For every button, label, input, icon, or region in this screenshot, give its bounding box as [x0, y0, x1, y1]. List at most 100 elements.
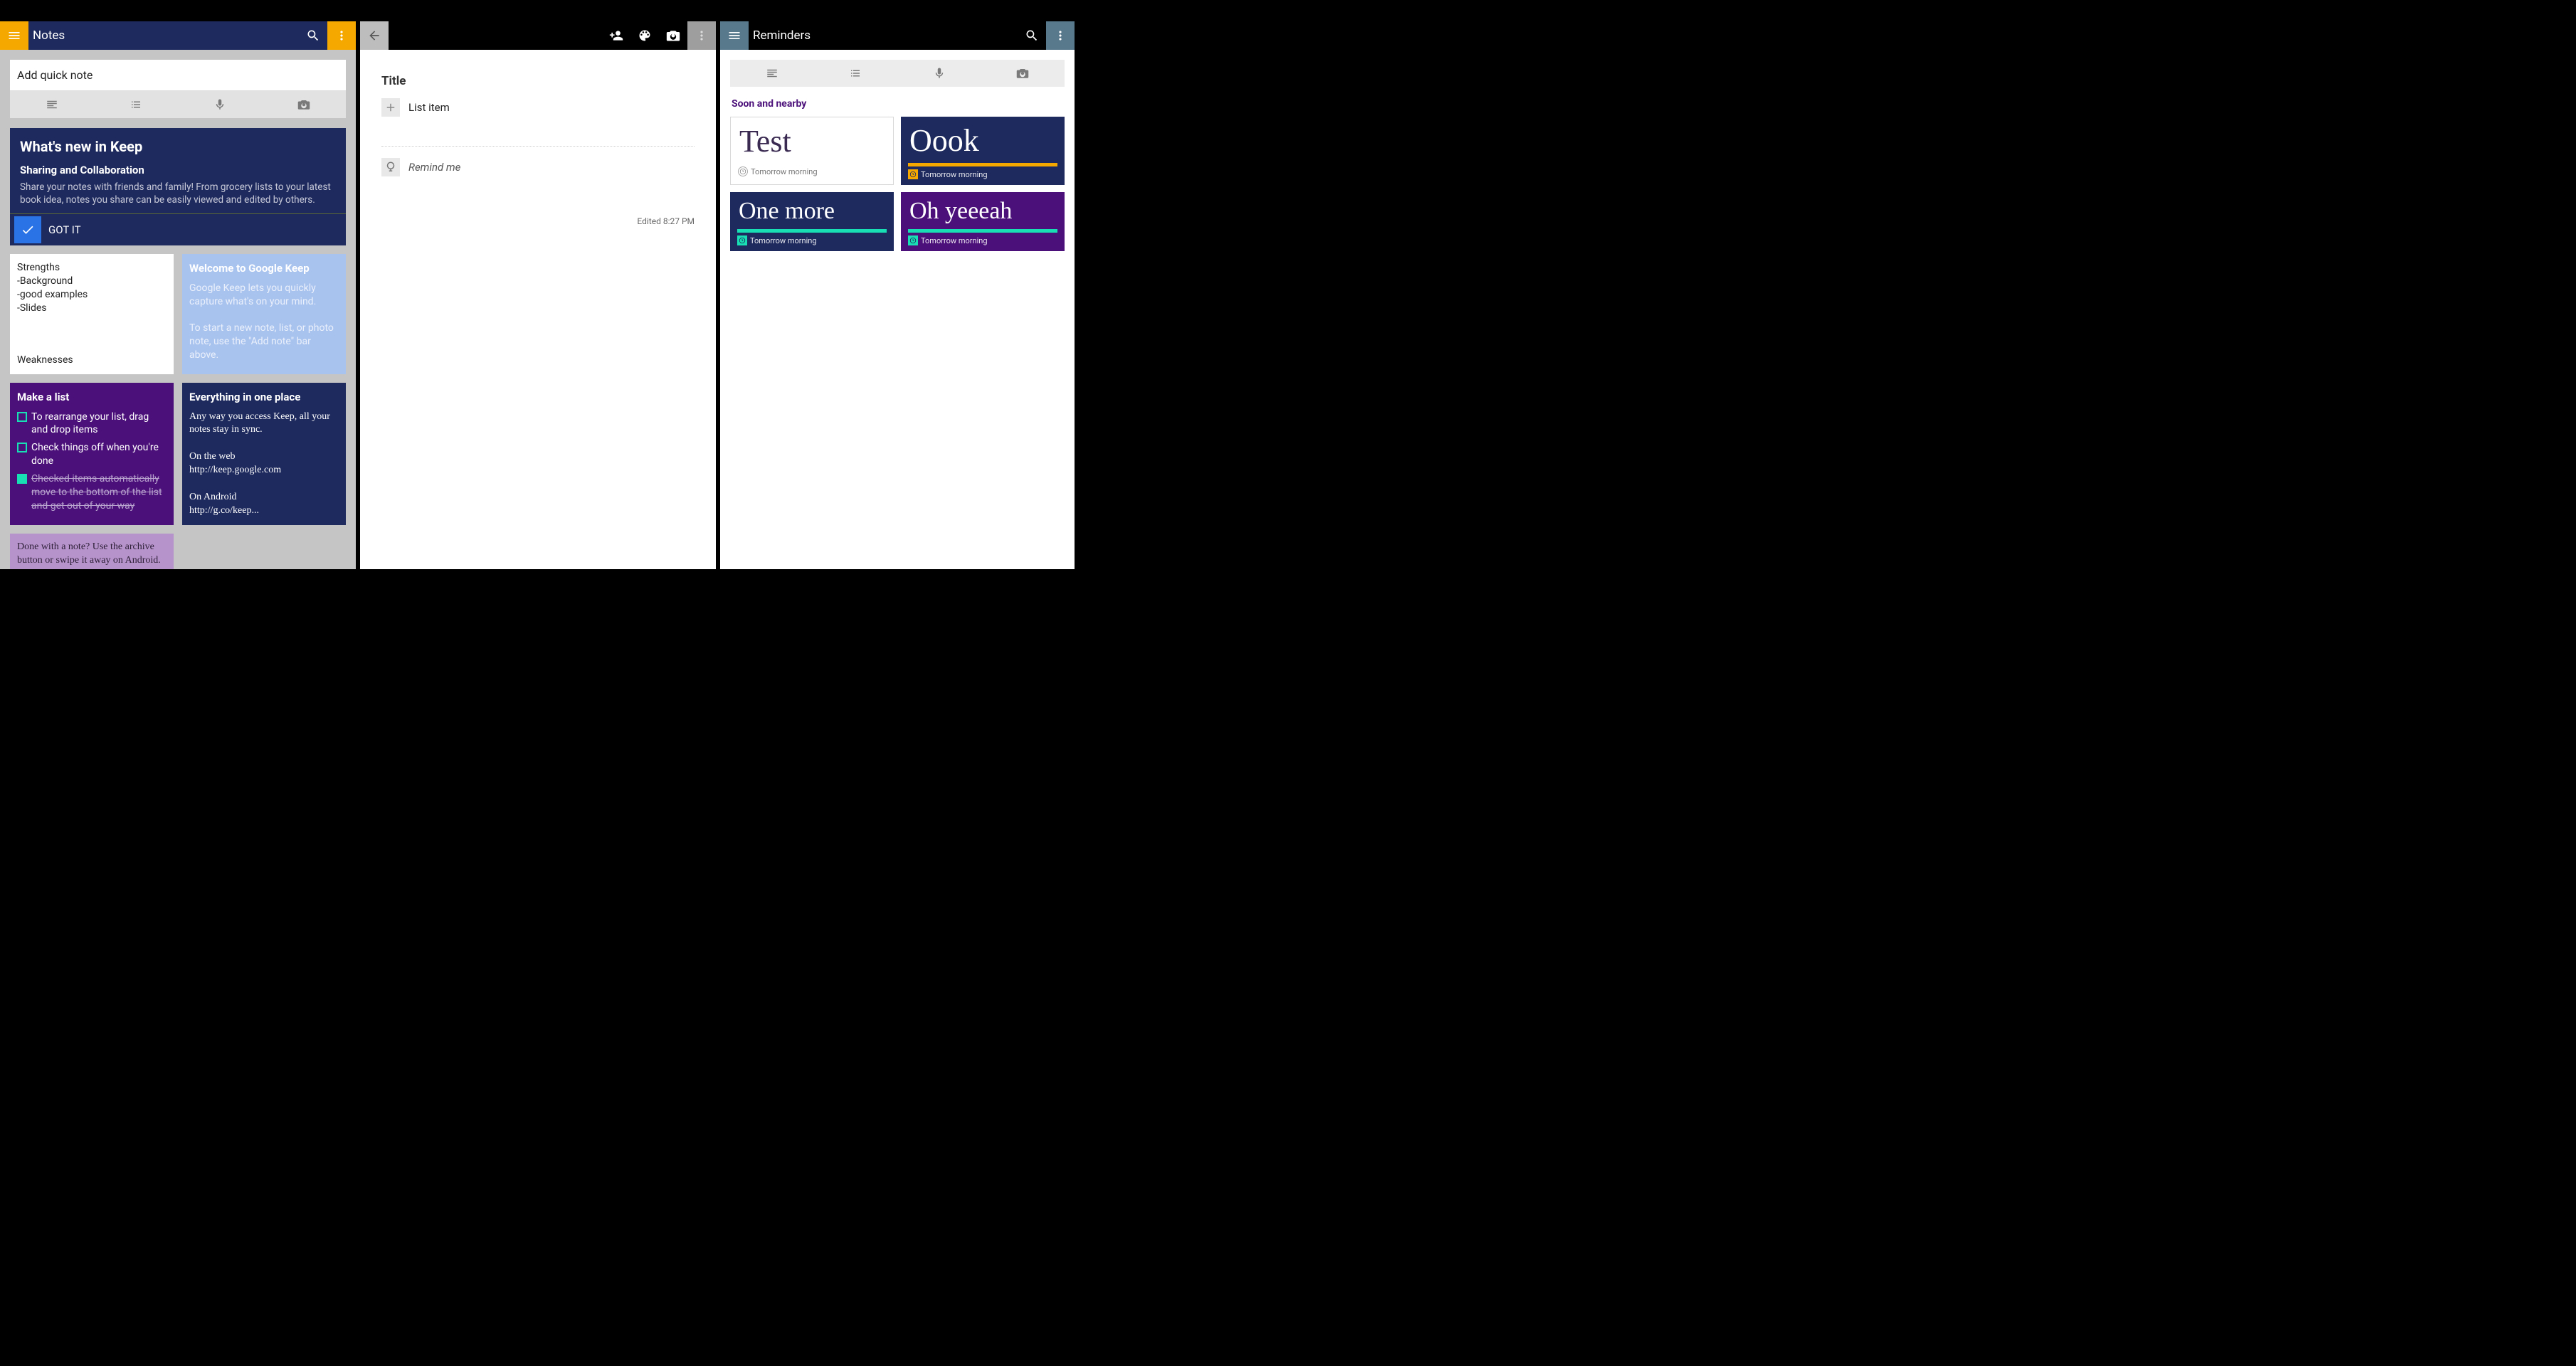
share-button[interactable]: [602, 21, 630, 50]
reminder-title: Oh yeeeah: [901, 192, 1065, 229]
list-item-placeholder: List item: [408, 101, 450, 114]
reminder-card[interactable]: TestTomorrow morning: [730, 117, 894, 185]
statusbar-spacer: [360, 0, 716, 21]
note-card-everything[interactable]: Everything in one place Any way you acce…: [182, 383, 346, 524]
note-card-welcome[interactable]: Welcome to Google Keep Google Keep lets …: [182, 254, 346, 374]
back-button[interactable]: [360, 21, 389, 50]
note-card-archive[interactable]: Done with a note? Use the archive button…: [10, 534, 174, 569]
clock-icon: [737, 235, 747, 245]
note-title: Welcome to Google Keep: [189, 261, 339, 275]
note-footer: Weaknesses: [17, 354, 167, 367]
reminder-footer: Tomorrow morning: [901, 166, 1065, 185]
clock-icon: [908, 235, 918, 245]
panel-note-editor: Title List item Remind me Edited 8:27 PM: [360, 0, 716, 569]
remind-me-row[interactable]: Remind me: [381, 154, 695, 181]
whats-new-card: What's new in Keep Sharing and Collabora…: [10, 128, 346, 245]
checkbox-icon: [17, 443, 27, 452]
page-title: Reminders: [753, 28, 811, 43]
note-title: Make a list: [17, 390, 167, 404]
person-add-icon: [609, 28, 623, 43]
checklist-item[interactable]: Check things off when you're done: [17, 441, 167, 468]
camera-button[interactable]: [659, 21, 687, 50]
add-item-button[interactable]: [381, 98, 400, 117]
reminder-title: One more: [730, 192, 894, 229]
note-type-list-button[interactable]: [814, 60, 898, 87]
notes-grid: Strengths -Background -good examples -Sl…: [0, 245, 356, 569]
more-vert-icon: [1053, 28, 1067, 43]
statusbar-spacer: [720, 0, 1075, 21]
list-icon: [849, 67, 862, 80]
reminder-footer: Tomorrow morning: [731, 164, 893, 182]
reminder-card[interactable]: One more Tomorrow morning: [730, 192, 894, 251]
more-vert-icon: [334, 28, 349, 43]
overflow-button[interactable]: [687, 21, 716, 50]
text-note-icon: [766, 67, 778, 80]
reminder-title: Oook: [901, 117, 1065, 163]
note-body: Google Keep lets you quickly capture wha…: [189, 282, 339, 362]
note-type-list-button[interactable]: [94, 91, 178, 118]
hamburger-icon: [7, 28, 21, 43]
checklist-item-text: Check things off when you're done: [31, 441, 167, 468]
mic-icon: [933, 67, 946, 80]
checklist-item[interactable]: Checked items automatically move to the …: [17, 472, 167, 513]
note-body: Strengths -Background -good examples -Sl…: [17, 261, 167, 332]
check-icon: [14, 216, 41, 243]
list-item-row[interactable]: List item: [381, 91, 695, 125]
reminder-icon: [384, 161, 397, 174]
note-type-text-button[interactable]: [10, 91, 94, 118]
promo-gotit-button[interactable]: GOT IT: [10, 214, 346, 245]
camera-icon: [297, 98, 310, 111]
quick-note-box: Add quick note: [10, 60, 346, 118]
quick-note-input[interactable]: Add quick note: [10, 60, 346, 91]
search-icon: [1025, 28, 1039, 43]
camera-icon: [666, 28, 680, 43]
edited-timestamp: Edited 8:27 PM: [360, 202, 716, 226]
quick-note-type-row: [10, 91, 346, 118]
clock-icon: [908, 169, 918, 179]
hamburger-button[interactable]: [0, 21, 28, 50]
search-button[interactable]: [299, 21, 327, 50]
note-type-voice-button[interactable]: [178, 91, 262, 118]
hamburger-button[interactable]: [720, 21, 749, 50]
note-title-input[interactable]: Title: [381, 71, 695, 91]
mic-icon: [213, 98, 226, 111]
note-type-photo-button[interactable]: [981, 60, 1065, 87]
note-type-voice-button[interactable]: [897, 60, 981, 87]
panel-reminders: Reminders: [720, 0, 1075, 569]
reminder-footer: Tomorrow morning: [730, 233, 894, 251]
reminder-card[interactable]: Oh yeeeah Tomorrow morning: [901, 192, 1065, 251]
search-button[interactable]: [1018, 21, 1046, 50]
reminder-icon-box: [381, 158, 400, 176]
color-button[interactable]: [630, 21, 659, 50]
palette-icon: [638, 28, 652, 43]
camera-icon: [1016, 67, 1029, 80]
reminder-card[interactable]: Oook Tomorrow morning: [901, 117, 1065, 185]
overflow-button[interactable]: [327, 21, 356, 50]
note-card-makelist[interactable]: Make a list To rearrange your list, drag…: [10, 383, 174, 524]
toolbar-editor: [360, 21, 716, 50]
note-type-row: [730, 60, 1065, 87]
plus-icon: [384, 101, 397, 114]
checklist-item[interactable]: To rearrange your list, drag and drop it…: [17, 411, 167, 438]
reminder-grid: TestTomorrow morningOookTomorrow morning…: [720, 117, 1075, 251]
checklist-item-text: To rearrange your list, drag and drop it…: [31, 411, 167, 438]
checkbox-icon: [17, 412, 27, 422]
overflow-button[interactable]: [1046, 21, 1075, 50]
toolbar-reminders: Reminders: [720, 21, 1075, 50]
arrow-back-icon: [367, 28, 381, 43]
promo-body: Share your notes with friends and family…: [20, 181, 336, 206]
page-title: Notes: [33, 28, 65, 43]
remind-label: Remind me: [408, 161, 460, 174]
note-card-strengths[interactable]: Strengths -Background -good examples -Sl…: [10, 254, 174, 374]
reminder-footer: Tomorrow morning: [901, 233, 1065, 251]
reminder-title: Test: [731, 117, 893, 164]
promo-subheading: Sharing and Collaboration: [20, 164, 336, 176]
search-icon: [306, 28, 320, 43]
checklist-item-text: Checked items automatically move to the …: [31, 472, 167, 513]
note-type-text-button[interactable]: [730, 60, 814, 87]
checkbox-icon: [17, 474, 27, 484]
reminder-time-label: Tomorrow morning: [921, 170, 988, 179]
reminder-time-label: Tomorrow morning: [750, 236, 817, 245]
note-type-photo-button[interactable]: [262, 91, 346, 118]
panel-notes: Notes Add quick note: [0, 0, 356, 569]
